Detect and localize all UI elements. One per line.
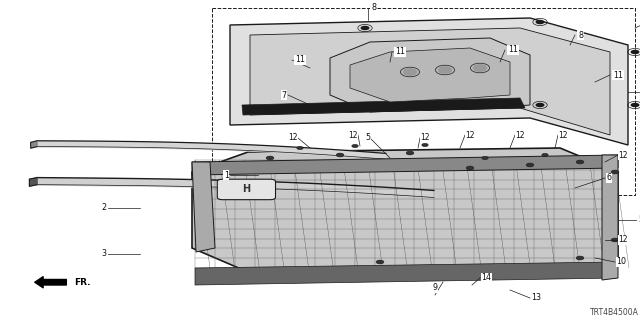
- Text: 9: 9: [433, 284, 438, 292]
- Text: 11: 11: [396, 47, 405, 57]
- Text: 6: 6: [606, 173, 611, 182]
- Text: 8: 8: [371, 4, 376, 12]
- Text: 12: 12: [618, 236, 627, 244]
- Circle shape: [352, 144, 358, 148]
- Text: 13: 13: [531, 293, 541, 302]
- Polygon shape: [29, 178, 37, 186]
- Polygon shape: [31, 141, 37, 148]
- Circle shape: [466, 166, 474, 170]
- Text: 12: 12: [618, 150, 627, 159]
- Circle shape: [404, 69, 417, 75]
- Circle shape: [266, 156, 274, 160]
- Circle shape: [536, 103, 545, 107]
- Text: 5: 5: [365, 133, 370, 142]
- Circle shape: [611, 170, 619, 174]
- Polygon shape: [602, 155, 618, 280]
- FancyBboxPatch shape: [218, 179, 275, 200]
- Circle shape: [536, 20, 545, 24]
- Circle shape: [630, 50, 639, 54]
- FancyArrowPatch shape: [35, 277, 67, 288]
- Polygon shape: [350, 48, 510, 102]
- Circle shape: [406, 151, 414, 155]
- Circle shape: [360, 26, 369, 30]
- Text: 14: 14: [481, 274, 492, 283]
- Text: FR.: FR.: [74, 278, 91, 287]
- Circle shape: [576, 256, 584, 260]
- Circle shape: [422, 143, 428, 147]
- Circle shape: [438, 67, 451, 73]
- Text: 2: 2: [102, 204, 107, 212]
- Text: 10: 10: [616, 258, 627, 267]
- Polygon shape: [192, 162, 215, 252]
- Circle shape: [542, 153, 548, 156]
- Circle shape: [474, 65, 486, 71]
- Text: 11: 11: [295, 55, 305, 65]
- Circle shape: [336, 153, 344, 157]
- Text: 12: 12: [558, 131, 568, 140]
- Text: 12: 12: [420, 133, 429, 142]
- Text: 12: 12: [465, 131, 474, 140]
- Text: 1: 1: [224, 171, 228, 180]
- Polygon shape: [250, 28, 610, 135]
- Text: 12: 12: [515, 131, 525, 140]
- Polygon shape: [230, 18, 628, 145]
- Polygon shape: [192, 155, 618, 175]
- Text: 3: 3: [102, 250, 107, 259]
- Text: TRT4B4500A: TRT4B4500A: [590, 308, 639, 317]
- Text: 11: 11: [508, 45, 518, 54]
- Polygon shape: [242, 98, 525, 115]
- Text: 7: 7: [282, 91, 287, 100]
- Text: 8: 8: [578, 30, 583, 39]
- Text: 11: 11: [613, 70, 623, 79]
- Polygon shape: [330, 38, 530, 112]
- Text: H: H: [243, 184, 250, 195]
- Circle shape: [611, 238, 619, 242]
- Circle shape: [630, 103, 639, 107]
- Text: 12: 12: [289, 133, 298, 142]
- Circle shape: [482, 156, 488, 160]
- Polygon shape: [192, 148, 618, 278]
- Text: 5: 5: [638, 215, 640, 225]
- Circle shape: [376, 260, 384, 264]
- Text: 12: 12: [349, 131, 358, 140]
- Polygon shape: [195, 262, 616, 285]
- Circle shape: [526, 163, 534, 167]
- Circle shape: [576, 160, 584, 164]
- Circle shape: [297, 147, 303, 149]
